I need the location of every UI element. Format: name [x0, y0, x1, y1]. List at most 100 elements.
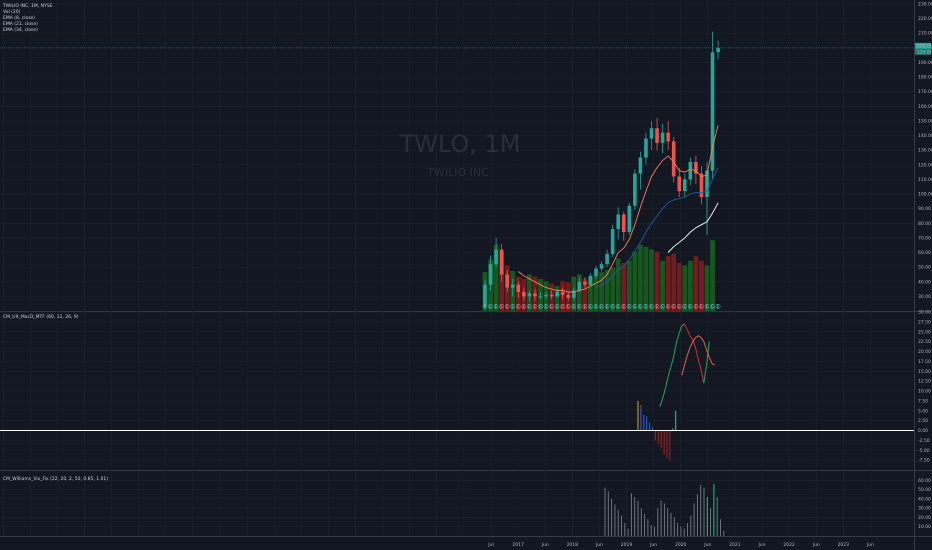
macd-histogram-bar — [657, 430, 659, 445]
volume-bar — [693, 256, 699, 311]
williams-bar — [703, 487, 705, 536]
y-tick-label: 90.00 — [918, 206, 931, 212]
williams-bar — [673, 517, 675, 536]
earnings-marker-label: E — [495, 304, 498, 310]
volume-bar — [588, 276, 593, 311]
candle-body — [649, 128, 654, 139]
earnings-marker-label: E — [678, 304, 681, 310]
candle-body — [533, 293, 537, 297]
volume-bar — [582, 279, 588, 311]
williams-bar — [627, 528, 629, 536]
candle-body — [605, 253, 609, 265]
candle-body — [677, 176, 682, 192]
earnings-marker-label: E — [689, 304, 692, 310]
williams-bar — [677, 523, 679, 536]
candle-body — [633, 173, 637, 206]
earnings-marker — [665, 304, 671, 309]
earnings-marker-label: E — [556, 304, 559, 310]
williams-bar — [670, 512, 672, 536]
y-tick-label: -2.50 — [918, 438, 930, 444]
candle-body — [683, 179, 687, 192]
earnings-marker-label: E — [534, 304, 537, 310]
volume-bar — [626, 260, 632, 311]
y-tick-label: 60.00 — [918, 250, 931, 256]
y-tick-label: 10.00 — [918, 524, 931, 530]
macd-histogram-bar — [666, 430, 668, 459]
macd-histogram-bar — [669, 430, 671, 461]
volume-bar — [638, 244, 643, 311]
earnings-marker-label: E — [522, 304, 525, 310]
y-tick-label: 210.00 — [918, 31, 932, 37]
ema34-line — [667, 202, 719, 253]
earnings-marker — [515, 304, 521, 309]
macd-line-segment — [664, 377, 669, 390]
earnings-marker-label: E — [611, 304, 614, 310]
macd-line-segment — [681, 323, 685, 327]
volume-bar — [576, 274, 582, 311]
earnings-marker-label: E — [667, 304, 670, 310]
candle-body — [494, 249, 498, 265]
williams-bar — [716, 497, 718, 536]
williams-bar — [706, 497, 708, 536]
y-tick-label: 0.00 — [918, 428, 928, 434]
macd-line-segment — [703, 365, 707, 384]
williams-title: CM_Williams_Vix_Fix (22, 20, 2, 50, 0.85… — [3, 476, 108, 482]
candle-body — [710, 52, 715, 171]
earnings-marker-label: E — [683, 304, 686, 310]
macd-histogram-bar — [640, 404, 642, 431]
ema8-line — [518, 125, 719, 293]
x-tick-label: 2018 — [567, 542, 579, 548]
ema-lines — [518, 125, 719, 293]
earnings-marker — [615, 304, 621, 309]
y-tick-label: 12.50 — [918, 379, 931, 385]
volume-bar — [660, 260, 665, 311]
x-tick-label: Jun — [812, 542, 820, 548]
macd-line-segment — [670, 357, 674, 368]
candle-body — [616, 214, 620, 230]
volume-bar — [665, 256, 671, 311]
williams-bar — [614, 504, 616, 536]
earnings-marker — [604, 304, 610, 309]
williams-bar — [654, 526, 655, 536]
macd-line-segment — [689, 335, 694, 340]
williams-bar — [687, 523, 688, 536]
legend: TWILIO INC, 1M, NYSE Vol (20) EMA (8, cl… — [2, 3, 108, 482]
williams-bar — [607, 491, 609, 536]
x-tick-label: Jun — [757, 542, 765, 548]
x-tick-label: 2021 — [729, 542, 741, 548]
earnings-marker-label: E — [517, 304, 520, 310]
earnings-marker — [676, 304, 682, 309]
earnings-marker — [638, 304, 643, 309]
earnings-marker — [510, 304, 516, 309]
earnings-marker-label: E — [628, 304, 631, 310]
macd-histogram-bar — [652, 427, 653, 431]
candle-body — [610, 229, 615, 254]
indicator-vol: Vol (20) — [3, 9, 21, 15]
candle-body — [483, 284, 487, 307]
candle-body — [660, 132, 665, 143]
y-tick-label: 130.00 — [918, 148, 932, 154]
earnings-marker-label: E — [600, 304, 603, 310]
williams-bar — [650, 524, 652, 536]
earnings-marker-label: E — [484, 304, 487, 310]
earnings-marker — [571, 304, 577, 309]
earnings-marker-label: E — [656, 304, 659, 310]
williams-bar — [710, 508, 712, 536]
y-tick-label: 170.00 — [918, 89, 932, 95]
candle-body — [594, 268, 598, 276]
earnings-marker — [543, 304, 549, 309]
candle-body — [671, 141, 676, 177]
williams-bar — [696, 494, 698, 536]
williams-bar — [680, 526, 682, 536]
volume-bar — [704, 265, 710, 311]
macd-line-segment — [659, 398, 663, 407]
volume-bar — [671, 253, 677, 311]
volume-bar — [599, 272, 604, 311]
candle-body — [644, 138, 648, 158]
macd-title: CM_Ult_MacD_MTF (60, 12, 26, 9) — [3, 314, 79, 320]
y-tick-label: 27.50 — [918, 319, 931, 325]
earnings-marker-label: E — [567, 304, 570, 310]
candle-body — [655, 128, 659, 143]
earnings-marker — [493, 304, 499, 309]
y-tick-label: 2.50 — [918, 418, 928, 424]
